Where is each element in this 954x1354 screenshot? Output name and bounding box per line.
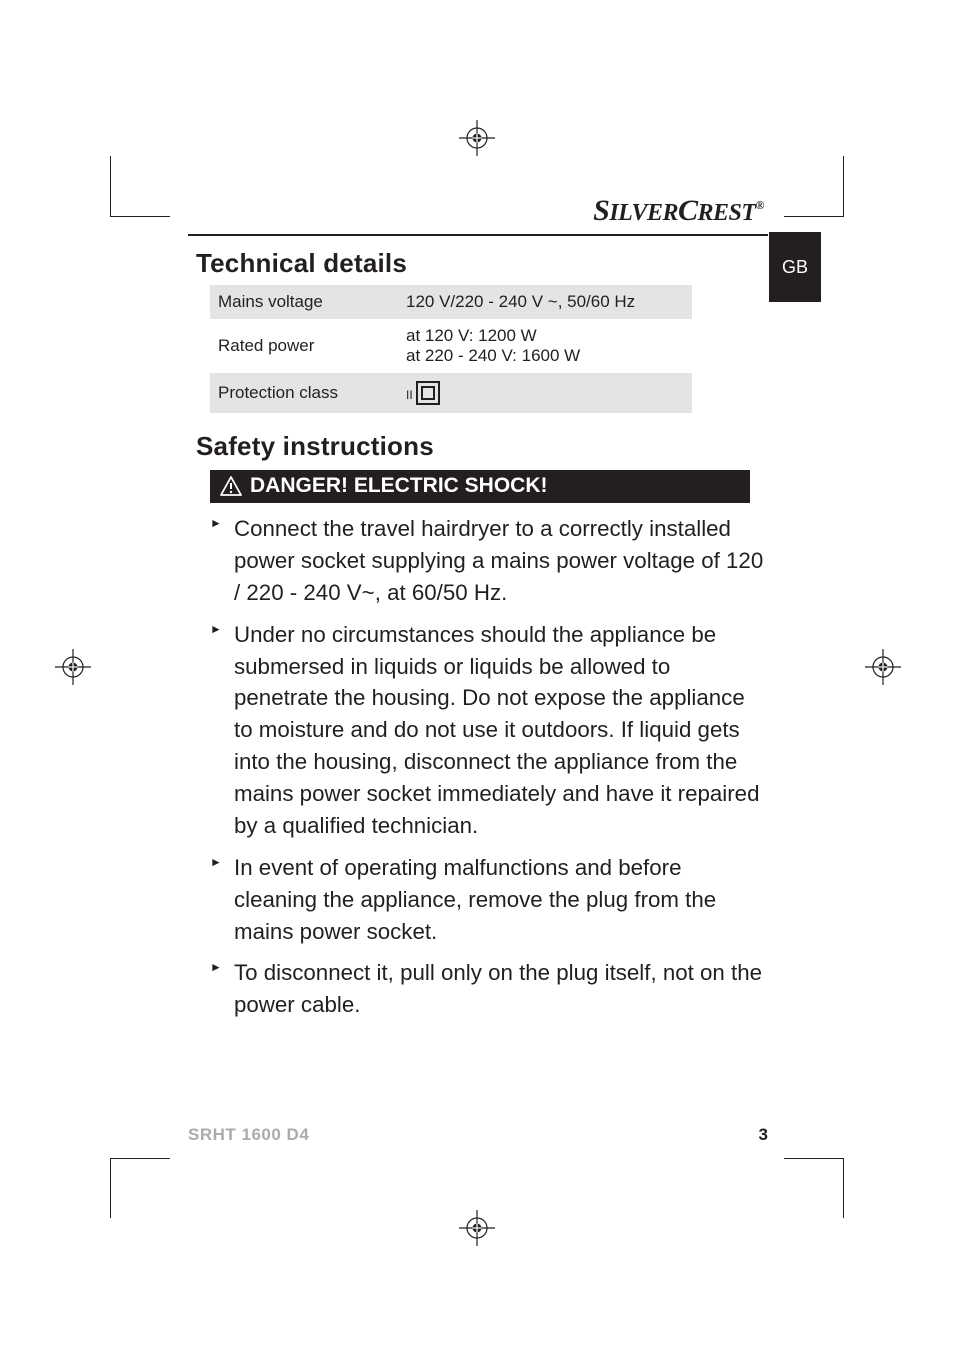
list-item: Connect the travel hairdryer to a correc… — [210, 513, 765, 609]
spec-value: 120 V/220 - 240 V ~, 50/60 Hz — [398, 285, 692, 319]
spec-label: Rated power — [210, 319, 398, 373]
list-item: Under no circumstances should the applia… — [210, 619, 765, 842]
model-number: SRHT 1600 D4 — [188, 1125, 309, 1145]
spec-value: II — [398, 373, 692, 413]
table-row: Rated powerat 120 V: 1200 Wat 220 - 240 … — [210, 319, 692, 373]
technical-details-heading: Technical details — [196, 248, 768, 279]
table-row: Mains voltage120 V/220 - 240 V ~, 50/60 … — [210, 285, 692, 319]
registration-mark-icon — [459, 1210, 495, 1246]
crop-mark-icon — [110, 156, 170, 216]
danger-bar: DANGER! ELECTRIC SHOCK! — [210, 470, 750, 503]
warning-triangle-icon — [220, 476, 242, 496]
page-number: 3 — [759, 1125, 768, 1145]
crop-mark-icon — [784, 1158, 844, 1218]
spec-value: at 120 V: 1200 Wat 220 - 240 V: 1600 W — [398, 319, 692, 373]
list-item: In event of operating malfunctions and b… — [210, 852, 765, 948]
spec-table: Mains voltage120 V/220 - 240 V ~, 50/60 … — [210, 285, 692, 413]
safety-list: Connect the travel hairdryer to a correc… — [210, 513, 765, 1021]
header-rule — [188, 234, 768, 236]
page-footer: SRHT 1600 D4 3 — [188, 1125, 768, 1145]
registered-icon: ® — [756, 198, 764, 212]
registration-mark-icon — [55, 649, 91, 685]
spec-label: Mains voltage — [210, 285, 398, 319]
crop-mark-icon — [784, 156, 844, 216]
page: GB SILVERCREST® Technical details Mains … — [0, 0, 954, 1354]
registration-mark-icon — [865, 649, 901, 685]
class-ii-icon — [415, 380, 441, 406]
spec-label: Protection class — [210, 373, 398, 413]
content-area: SILVERCREST® Technical details Mains vol… — [188, 194, 768, 1031]
registration-mark-icon — [459, 120, 495, 156]
danger-bar-text: DANGER! ELECTRIC SHOCK! — [250, 474, 548, 498]
crop-mark-icon — [110, 1158, 170, 1218]
brand-logo: SILVERCREST® — [188, 194, 768, 228]
list-item: To disconnect it, pull only on the plug … — [210, 957, 765, 1021]
language-tab: GB — [769, 232, 821, 302]
safety-instructions-heading: Safety instructions — [196, 431, 768, 462]
table-row: Protection class II — [210, 373, 692, 413]
